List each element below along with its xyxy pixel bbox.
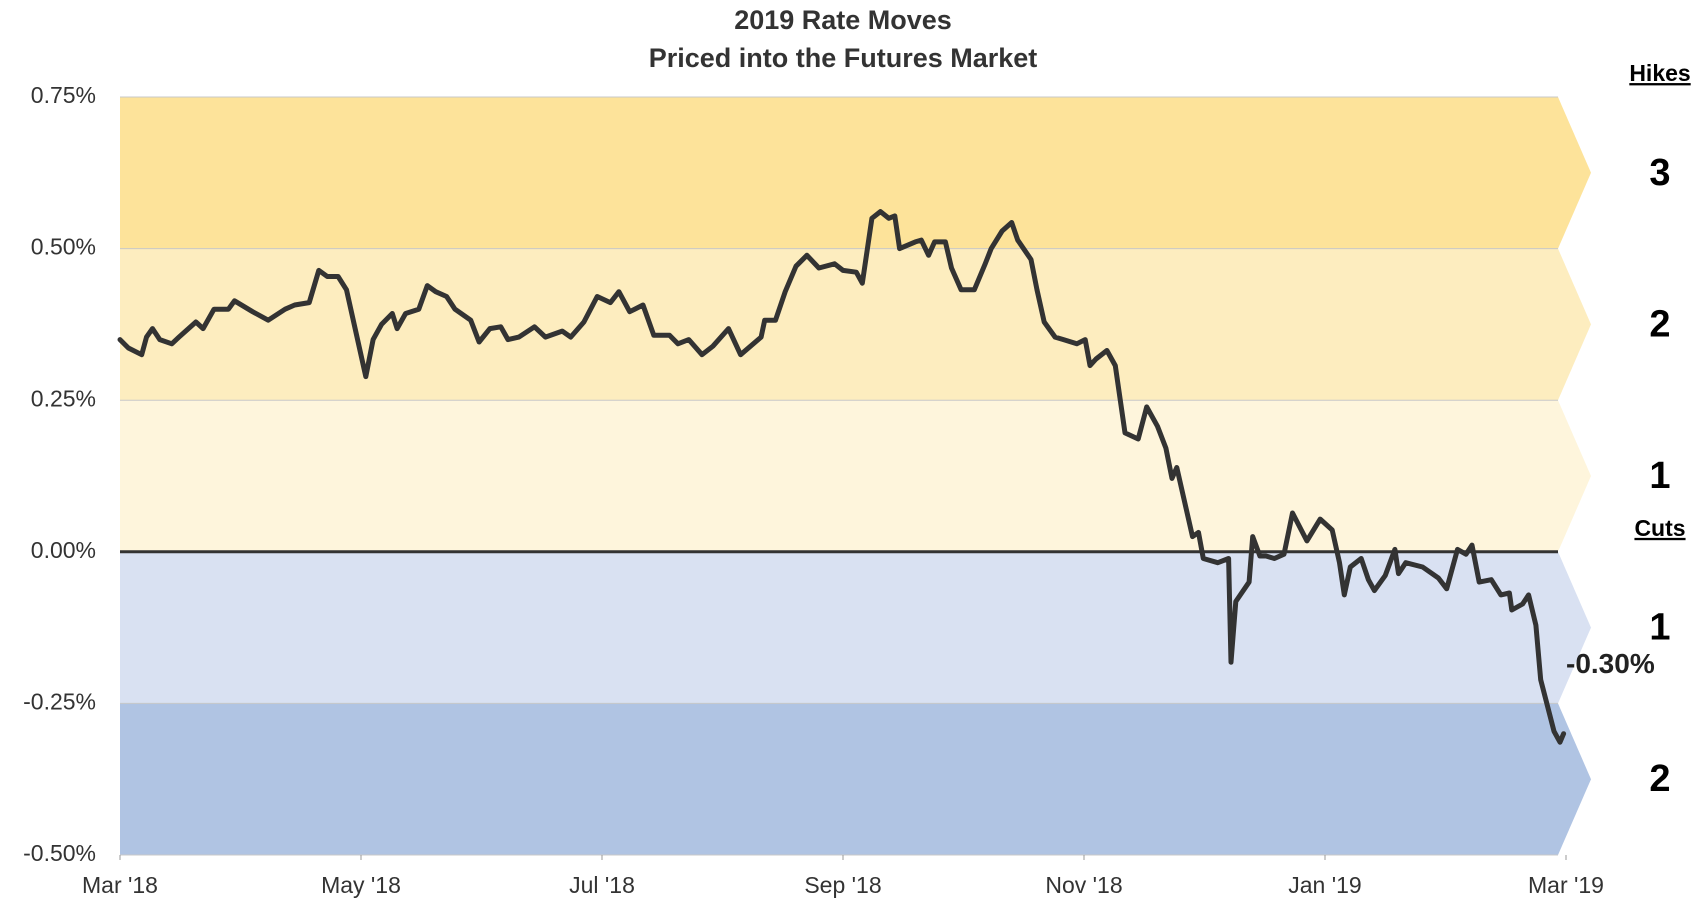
x-tick-label: Mar '18 xyxy=(82,872,158,898)
band xyxy=(120,551,1591,704)
chart-subtitle: Priced into the Futures Market xyxy=(649,43,1038,73)
band-label: 3 xyxy=(1649,152,1670,194)
y-tick-label: 0.25% xyxy=(31,385,96,411)
x-tick-label: Jul '18 xyxy=(569,872,635,898)
band-label: 2 xyxy=(1649,758,1670,800)
chart-title: 2019 Rate Moves xyxy=(734,5,952,35)
y-tick-label: -0.25% xyxy=(23,688,96,714)
y-tick-label: 0.75% xyxy=(31,82,96,108)
x-tick-label: Nov '18 xyxy=(1045,872,1122,898)
x-tick-label: Jan '19 xyxy=(1288,872,1361,898)
band-label: 1 xyxy=(1649,455,1670,497)
y-tick-label: 0.50% xyxy=(31,234,96,260)
x-tick-label: May '18 xyxy=(321,872,401,898)
band-label: 2 xyxy=(1649,303,1670,345)
group-label: Hikes xyxy=(1629,60,1690,86)
x-tick-label: Sep '18 xyxy=(804,872,881,898)
line xyxy=(117,209,1567,745)
group-label: Cuts xyxy=(1634,515,1685,541)
band-label: 1 xyxy=(1649,607,1670,649)
band xyxy=(120,703,1591,855)
annotation: -0.30% xyxy=(1566,648,1655,679)
y-tick-label: -0.50% xyxy=(23,840,96,866)
band xyxy=(120,248,1591,401)
x-tick-label: Mar '19 xyxy=(1528,872,1604,898)
band xyxy=(120,400,1591,552)
band xyxy=(120,97,1591,249)
y-tick-label: 0.00% xyxy=(31,537,96,563)
